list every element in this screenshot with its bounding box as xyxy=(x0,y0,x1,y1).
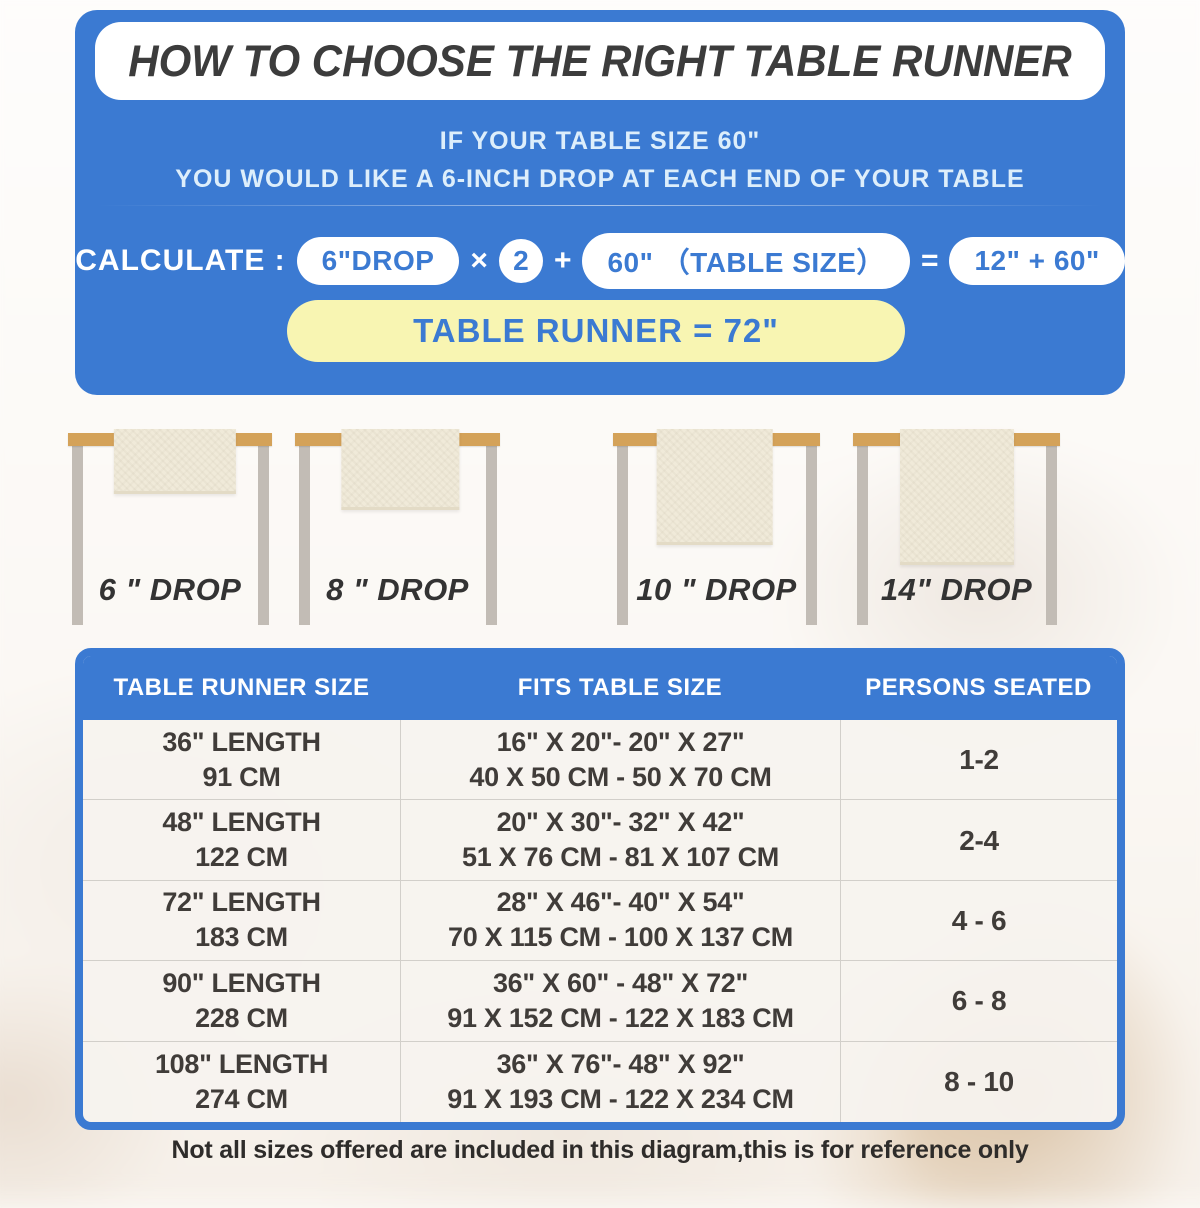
result-pill: TABLE RUNNER = 72" xyxy=(287,300,905,362)
equals-operator: = xyxy=(920,244,939,277)
fits-size-inches: 28" X 46"- 40" X 54" xyxy=(496,887,745,918)
fits-size-inches: 20" X 30"- 32" X 42" xyxy=(496,807,745,838)
runner-size-cm: 122 CM xyxy=(195,842,288,873)
subtitle-line-1: IF YOUR TABLE SIZE 60" xyxy=(439,127,761,155)
persons-seated-value: 2-4 xyxy=(959,824,999,856)
table-runner-illustration xyxy=(113,429,236,494)
table-row-cell: 90" LENGTH 228 CM xyxy=(83,961,400,1042)
runner-size-inches: 48" LENGTH xyxy=(162,807,321,838)
table-leg xyxy=(617,445,628,625)
runner-size-inches: 90" LENGTH xyxy=(162,967,321,998)
persons-seated-value: 8 - 10 xyxy=(944,1066,1014,1098)
table-leg xyxy=(299,445,310,625)
runner-size-inches: 36" LENGTH xyxy=(162,726,321,757)
divider xyxy=(97,205,1103,206)
table-size-pill: 60" （TABLE SIZE） xyxy=(582,233,910,289)
instruction-panel: HOW TO CHOOSE THE RIGHT TABLE RUNNER IF … xyxy=(75,10,1125,395)
column-header-fits-table-size: FITS TABLE SIZE xyxy=(517,674,723,701)
table-row-cell: 28" X 46"- 40" X 54" 70 X 115 CM - 100 X… xyxy=(400,880,840,962)
runner-size-cm: 183 CM xyxy=(195,922,288,953)
table-row-cell: 4 - 6 xyxy=(840,880,1117,962)
table-leg xyxy=(486,445,497,625)
table-row-cell: 36" X 60" - 48" X 72" 91 X 152 CM - 122 … xyxy=(400,961,840,1042)
sum-pill: 12" + 60" xyxy=(949,237,1125,285)
table-leg xyxy=(258,445,269,625)
table-row-cell: 1-2 xyxy=(840,720,1117,801)
persons-seated-value: 4 - 6 xyxy=(951,904,1007,936)
runner-size-cm: 274 CM xyxy=(195,1083,288,1114)
table-row-cell: 2-4 xyxy=(840,800,1117,881)
runner-size-cm: 228 CM xyxy=(195,1002,288,1033)
table-leg xyxy=(806,445,817,625)
drop-pill: 6"DROP xyxy=(296,237,460,285)
table-row-cell: 8 - 10 xyxy=(840,1041,1117,1122)
fits-size-inches: 16" X 20"- 20" X 27" xyxy=(496,726,745,757)
disclaimer-note: Not all sizes offered are included in th… xyxy=(171,1136,1029,1164)
times-operator: × xyxy=(470,244,488,277)
table-runner-illustration xyxy=(899,429,1014,565)
calculate-label: CALCULATE : xyxy=(75,244,286,277)
table-leg xyxy=(1046,445,1057,625)
table-leg xyxy=(857,445,868,625)
table-runner-illustration xyxy=(340,429,459,510)
subtitle-line-2: YOU WOULD LIKE A 6-INCH DROP AT EACH END… xyxy=(175,165,1025,193)
size-table-panel: TABLE RUNNER SIZE FITS TABLE SIZE PERSON… xyxy=(75,648,1125,1130)
fits-size-cm: 70 X 115 CM - 100 X 137 CM xyxy=(448,922,793,953)
page-title: HOW TO CHOOSE THE RIGHT TABLE RUNNER xyxy=(128,35,1072,86)
fits-size-cm: 51 X 76 CM - 81 X 107 CM xyxy=(462,842,779,873)
table-runner-illustration xyxy=(656,429,773,545)
column-header-persons-seated: PERSONS SEATED xyxy=(865,674,1092,701)
table-row-cell: 36" X 76"- 48" X 92" 91 X 193 CM - 122 X… xyxy=(400,1041,840,1122)
runner-size-inches: 108" LENGTH xyxy=(154,1048,329,1079)
table-leg xyxy=(72,445,83,625)
persons-seated-value: 6 - 8 xyxy=(951,985,1007,1017)
table-row-cell: 20" X 30"- 32" X 42" 51 X 76 CM - 81 X 1… xyxy=(400,800,840,881)
size-table-header: TABLE RUNNER SIZE FITS TABLE SIZE PERSON… xyxy=(83,656,1117,720)
table-figure-14-drop: 14" DROP xyxy=(853,400,1060,650)
drop-label: 14" DROP xyxy=(880,572,1033,607)
fits-size-inches: 36" X 60" - 48" X 72" xyxy=(492,967,749,998)
title-banner: HOW TO CHOOSE THE RIGHT TABLE RUNNER xyxy=(95,22,1105,100)
runner-size-inches: 72" LENGTH xyxy=(162,887,321,918)
calculation-row: CALCULATE : 6"DROP × 2 + 60" （TABLE SIZE… xyxy=(75,233,1125,289)
multiplier-badge: 2 xyxy=(498,239,543,283)
fits-size-cm: 91 X 193 CM - 122 X 234 CM xyxy=(447,1083,794,1114)
fits-size-cm: 40 X 50 CM - 50 X 70 CM xyxy=(469,761,772,792)
size-table-body: 36" LENGTH 91 CM 16" X 20"- 20" X 27" 40… xyxy=(83,720,1117,1122)
column-header-runner-size: TABLE RUNNER SIZE xyxy=(113,674,370,701)
table-figure-10-drop: 10 " DROP xyxy=(613,400,820,650)
table-row-cell: 6 - 8 xyxy=(840,961,1117,1042)
table-row-cell: 72" LENGTH 183 CM xyxy=(83,881,400,962)
table-row-cell: 16" X 20"- 20" X 27" 40 X 50 CM - 50 X 7… xyxy=(400,720,840,801)
table-figure-6-drop: 6 " DROP xyxy=(68,400,272,650)
fits-size-cm: 91 X 152 CM - 122 X 183 CM xyxy=(447,1002,794,1033)
drop-label: 10 " DROP xyxy=(636,572,797,607)
runner-size-cm: 91 CM xyxy=(202,761,281,792)
persons-seated-value: 1-2 xyxy=(959,744,999,776)
drop-label: 6 " DROP xyxy=(98,572,242,607)
table-row-cell: 36" LENGTH 91 CM xyxy=(83,720,400,801)
plus-operator: + xyxy=(553,244,572,277)
table-row-cell: 48" LENGTH 122 CM xyxy=(83,800,400,881)
table-figure-8-drop: 8 " DROP xyxy=(295,400,500,650)
fits-size-inches: 36" X 76"- 48" X 92" xyxy=(496,1048,745,1079)
drop-label: 8 " DROP xyxy=(326,572,469,607)
table-row-cell: 108" LENGTH 274 CM xyxy=(83,1042,400,1122)
